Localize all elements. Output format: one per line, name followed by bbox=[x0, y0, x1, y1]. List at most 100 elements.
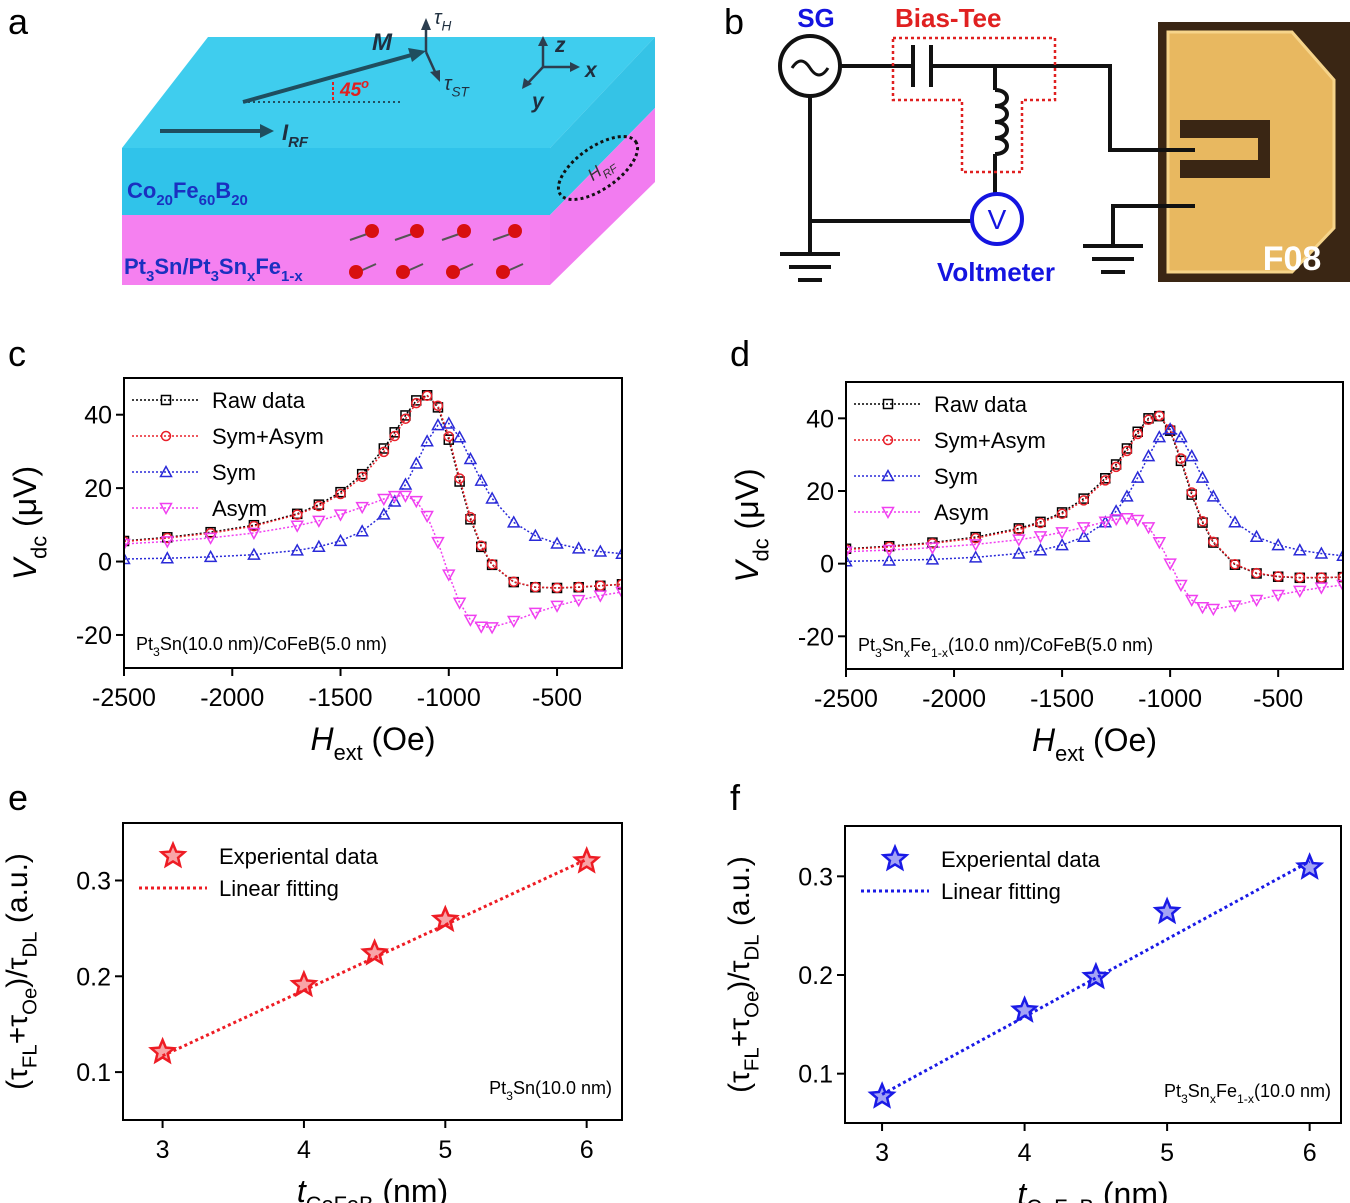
marker bbox=[1293, 585, 1307, 598]
layer-label: Pt3Sn/Pt3SnxFe1-x bbox=[124, 254, 303, 285]
legend-label: Sym bbox=[934, 464, 978, 489]
y-axis-label: Vdc (μV) bbox=[729, 468, 773, 582]
label-m: M bbox=[372, 29, 393, 56]
text-run: (τ bbox=[1, 1068, 34, 1090]
panel-label: f bbox=[730, 777, 741, 818]
marker bbox=[443, 434, 455, 445]
marker bbox=[881, 506, 895, 520]
text-run: (μV) bbox=[7, 466, 43, 536]
marker bbox=[160, 394, 172, 406]
marker bbox=[925, 552, 940, 565]
plot-frame bbox=[845, 381, 1344, 670]
marker bbox=[1141, 449, 1156, 462]
arrow-head bbox=[421, 18, 431, 30]
marker bbox=[411, 397, 422, 409]
marker bbox=[289, 969, 319, 998]
marker bbox=[431, 418, 445, 431]
marker bbox=[595, 580, 606, 591]
marker bbox=[398, 477, 413, 490]
spins bbox=[349, 224, 524, 279]
marker bbox=[1076, 529, 1091, 543]
marker bbox=[970, 532, 981, 544]
marker bbox=[1081, 961, 1111, 990]
text-run: Oe bbox=[742, 991, 764, 1018]
x-tick-label: -2000 bbox=[200, 684, 264, 712]
marker bbox=[124, 551, 131, 565]
marker bbox=[1033, 543, 1048, 556]
marker bbox=[486, 558, 498, 570]
marker bbox=[1152, 430, 1167, 443]
marker bbox=[1035, 517, 1046, 529]
text-run: x bbox=[1210, 1092, 1216, 1106]
x-tick-label: -1000 bbox=[1138, 685, 1202, 713]
arrow-head bbox=[260, 124, 274, 138]
marker bbox=[1174, 430, 1188, 443]
axis-z: z bbox=[554, 34, 566, 57]
text-run: x bbox=[904, 646, 910, 660]
text-run: Fe bbox=[1216, 1081, 1237, 1101]
text-run: )/τ bbox=[723, 960, 756, 990]
marker bbox=[572, 845, 602, 874]
marker bbox=[881, 468, 895, 482]
y-tick-label: 20 bbox=[806, 478, 834, 506]
marker bbox=[593, 544, 608, 557]
marker bbox=[1294, 572, 1306, 583]
y-tick-label: 40 bbox=[806, 405, 834, 433]
text-run: Co bbox=[127, 178, 156, 203]
x-tick-label: -2500 bbox=[814, 685, 878, 713]
marker bbox=[377, 493, 391, 507]
text-run: Pt bbox=[136, 634, 153, 654]
y-tick-label: 0.1 bbox=[798, 1061, 833, 1089]
y-tick-label: 0.3 bbox=[798, 863, 833, 891]
marker bbox=[409, 495, 424, 509]
marker bbox=[420, 434, 434, 447]
text-run: (a.u.) bbox=[1, 853, 34, 931]
marker bbox=[867, 1081, 897, 1109]
x-tick-label: -500 bbox=[532, 684, 582, 712]
text-run: B bbox=[215, 178, 231, 203]
marker bbox=[485, 622, 499, 635]
text-run: (nm) bbox=[373, 1173, 448, 1203]
marker bbox=[387, 494, 402, 507]
legend-label: Linear fitting bbox=[941, 879, 1061, 904]
text-run: DL bbox=[20, 931, 42, 957]
text-run: Sn bbox=[882, 635, 904, 655]
marker bbox=[506, 615, 521, 628]
x-tick-label: -1500 bbox=[1030, 685, 1094, 713]
series-line bbox=[124, 394, 622, 589]
marker bbox=[442, 416, 456, 429]
panel-label: b bbox=[724, 1, 744, 42]
pt3sn-layer bbox=[122, 215, 550, 285]
x-tick-label: -500 bbox=[1253, 685, 1303, 713]
text-run: 60 bbox=[199, 192, 216, 209]
legend-label: Experiental data bbox=[941, 847, 1101, 872]
text-run: H bbox=[1032, 722, 1056, 758]
text-run: (a.u.) bbox=[723, 856, 756, 934]
marker bbox=[1186, 487, 1197, 498]
marker bbox=[1228, 600, 1242, 613]
marker bbox=[1293, 543, 1307, 556]
legend-label: Asym bbox=[934, 500, 989, 525]
marker bbox=[968, 539, 983, 552]
y-tick-label: 20 bbox=[84, 475, 112, 503]
text-run: Fe bbox=[255, 254, 281, 279]
text-run: ext bbox=[1055, 741, 1084, 766]
text-run: Pt bbox=[1164, 1081, 1181, 1101]
text-run: V bbox=[7, 556, 43, 580]
text-run: Sn bbox=[1188, 1081, 1210, 1101]
marker bbox=[551, 582, 563, 594]
annotation: Pt3SnxFe1-x(10.0 nm) bbox=[1164, 1081, 1331, 1106]
marker bbox=[1152, 896, 1182, 925]
marker bbox=[430, 904, 460, 933]
text-run: Fe bbox=[173, 178, 199, 203]
marker bbox=[160, 430, 172, 442]
m-arrow bbox=[242, 52, 416, 104]
marker bbox=[124, 538, 131, 552]
plot-data bbox=[124, 390, 622, 635]
marker bbox=[1336, 579, 1343, 593]
y-tick-label: 0.1 bbox=[76, 1059, 111, 1087]
marker bbox=[615, 546, 622, 559]
marker bbox=[1012, 546, 1026, 559]
text-run: 3 bbox=[146, 268, 154, 285]
marker bbox=[465, 512, 476, 523]
